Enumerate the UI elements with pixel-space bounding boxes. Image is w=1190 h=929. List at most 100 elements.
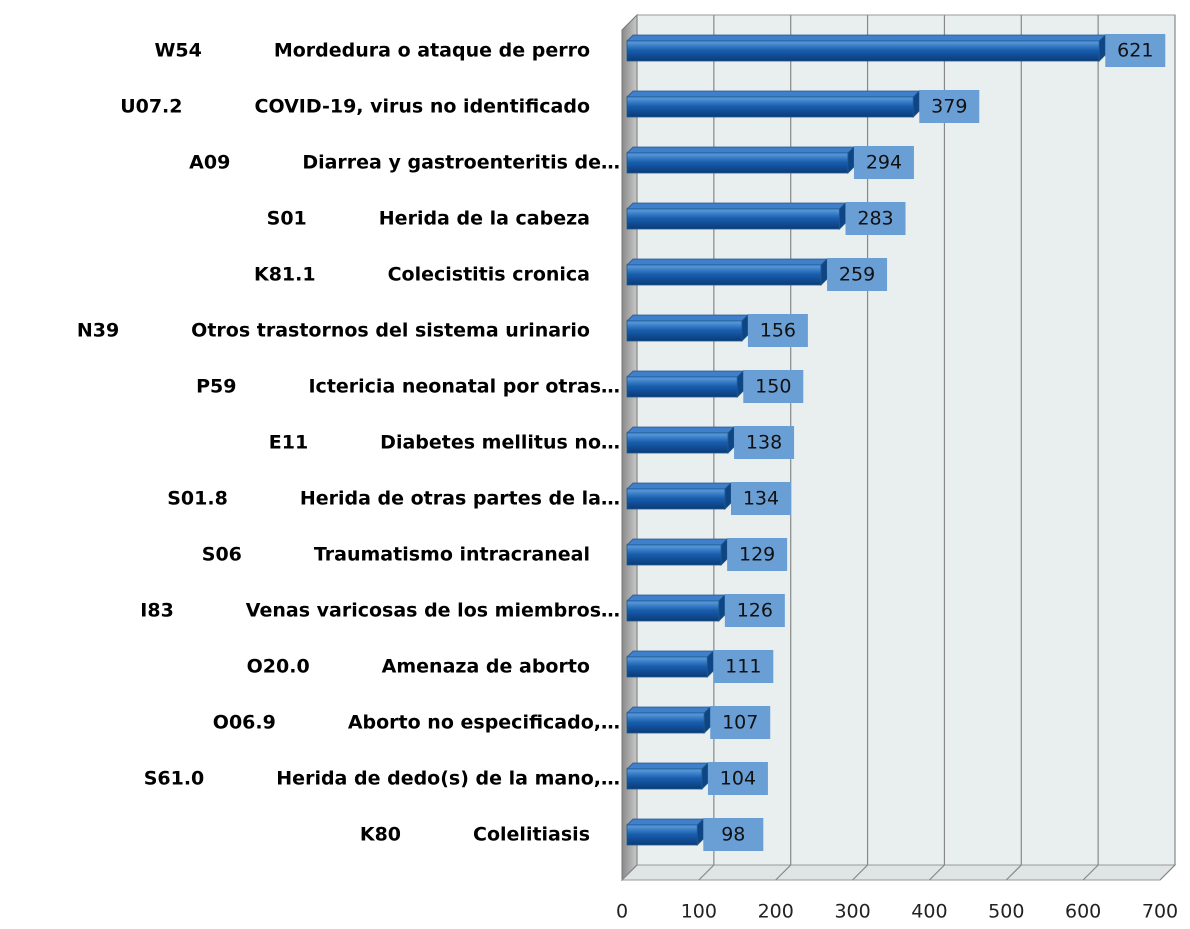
bar-top: [626, 706, 712, 714]
category-label: Herida de otras partes de la…: [300, 488, 620, 510]
category-label: Diarrea y gastroenteritis de…: [302, 152, 620, 174]
bar-top: [626, 314, 749, 322]
category-code: U07.2: [120, 96, 182, 118]
value-label-box: [734, 426, 795, 459]
bar-top: [626, 650, 715, 658]
value-label-box: [845, 202, 906, 235]
bar: [626, 264, 822, 286]
category-code: S01: [267, 208, 307, 230]
value-label-box: [827, 258, 888, 291]
value-label: 126: [737, 600, 773, 622]
bar: [626, 320, 743, 342]
category-code: A09: [189, 152, 230, 174]
category-label: Ictericia neonatal por otras…: [308, 376, 620, 398]
category-label: COVID-19, virus no identificado: [255, 96, 591, 118]
value-label: 104: [720, 768, 756, 790]
x-tick-label: 400: [911, 901, 947, 923]
bar-top: [626, 202, 847, 210]
value-label: 379: [931, 96, 967, 118]
bar: [626, 712, 705, 734]
value-label-box: [1105, 34, 1166, 67]
value-label: 138: [746, 432, 782, 454]
x-tick-label: 600: [1065, 901, 1101, 923]
bar: [626, 152, 849, 174]
value-label-box: [707, 762, 768, 795]
value-label-box: [710, 706, 771, 739]
bar-top: [626, 818, 705, 826]
x-tick-label: 500: [988, 901, 1024, 923]
value-label: 259: [839, 264, 875, 286]
category-label: Mordedura o ataque de perro: [274, 40, 590, 62]
floor: [620, 864, 1177, 881]
value-label: 129: [739, 544, 775, 566]
category-label: Diabetes mellitus no…: [380, 432, 620, 454]
bar: [626, 656, 708, 678]
category-label: Herida de la cabeza: [379, 208, 590, 230]
category-code: O06.9: [213, 712, 276, 734]
category-code: N39: [77, 320, 119, 342]
value-label-box: [727, 538, 788, 571]
value-label: 107: [722, 712, 758, 734]
grid-line: [621, 15, 638, 881]
grid-line: [698, 15, 715, 881]
value-label: 150: [755, 376, 791, 398]
category-label: Venas varicosas de los miembros…: [246, 600, 620, 622]
value-label-box: [853, 146, 914, 179]
grid-line: [775, 15, 792, 881]
bar: [626, 768, 703, 790]
x-tick-label: 0: [616, 901, 628, 923]
bar: [626, 600, 720, 622]
grid-line: [852, 15, 869, 881]
value-label: 283: [857, 208, 893, 230]
bar: [626, 208, 840, 230]
category-code: S01.8: [167, 488, 228, 510]
value-label-box: [724, 594, 785, 627]
bar: [626, 96, 914, 118]
value-label: 156: [760, 320, 796, 342]
bar-top: [626, 538, 729, 546]
value-label-box: [730, 482, 791, 515]
category-code: W54: [154, 40, 201, 62]
bar-top: [626, 762, 709, 770]
bar-top: [626, 90, 921, 98]
category-code: K81.1: [254, 264, 316, 286]
category-label: Amenaza de aborto: [382, 656, 590, 678]
bar-top: [626, 594, 726, 602]
value-label: 111: [725, 656, 761, 678]
category-label: Traumatismo intracraneal: [314, 544, 590, 566]
category-code: S06: [202, 544, 242, 566]
category-label: Colecistitis cronica: [388, 264, 590, 286]
category-label: Aborto no especificado,…: [348, 712, 620, 734]
grid-line: [1005, 15, 1022, 881]
bar: [626, 824, 698, 846]
bar: [626, 488, 726, 510]
category-code: I83: [140, 600, 174, 622]
bar-top: [626, 426, 736, 434]
bar-top: [626, 146, 855, 154]
x-tick-label: 700: [1142, 901, 1178, 923]
grid-line: [1082, 15, 1099, 881]
grid-line: [1159, 15, 1176, 881]
bar: [626, 432, 729, 454]
category-label: Colelitiasis: [473, 824, 590, 846]
value-label: 134: [743, 488, 779, 510]
value-label-box: [747, 314, 808, 347]
category-label: Herida de dedo(s) de la mano,…: [276, 768, 620, 790]
value-label-box: [703, 818, 764, 851]
value-label: 294: [866, 152, 902, 174]
value-label-box: [743, 370, 804, 403]
category-code: O20.0: [247, 656, 310, 678]
category-code: P59: [196, 376, 236, 398]
value-label-box: [713, 650, 774, 683]
bar: [626, 376, 738, 398]
category-code: E11: [269, 432, 308, 454]
value-label-box: [919, 90, 980, 123]
value-label: 98: [721, 824, 745, 846]
bar: [626, 40, 1100, 62]
bar-top: [626, 34, 1107, 42]
bar-top: [626, 258, 829, 266]
category-code: K80: [360, 824, 401, 846]
bar: [626, 544, 722, 566]
value-label: 621: [1117, 40, 1153, 62]
